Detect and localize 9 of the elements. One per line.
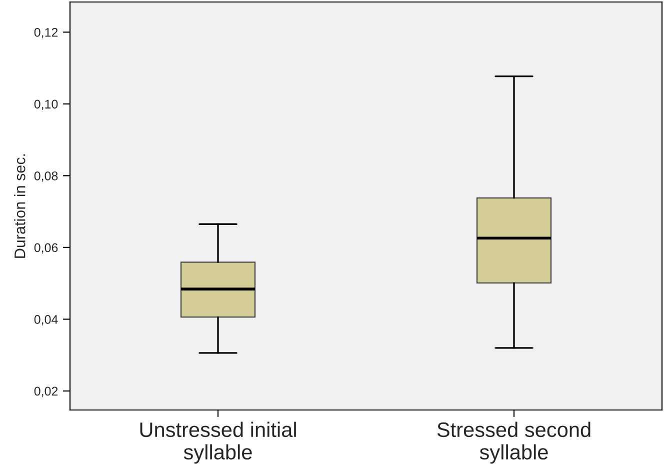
y-tick-label: 0,04 [34,315,58,326]
y-tick-label: 0,12 [34,28,58,38]
x-tick-label: Unstressed initial syllable [140,422,296,464]
y-tick-label: 0,10 [34,100,58,110]
x-tick-label: Stressed second syllable [437,422,590,464]
y-axis-title: Duration in sec. [14,154,26,258]
y-tick-label: 0,08 [34,171,58,182]
y-tick-label: 0,06 [34,243,58,254]
y-tick-label: 0,02 [34,386,58,398]
